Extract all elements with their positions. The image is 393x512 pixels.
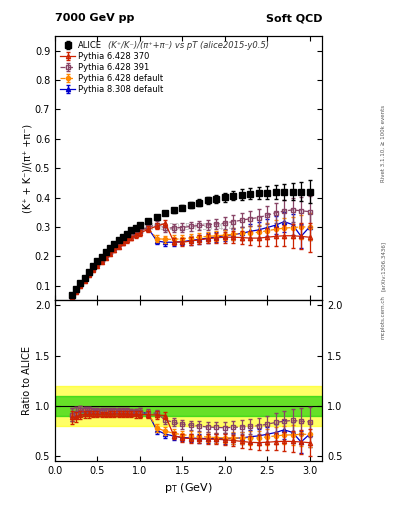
X-axis label: $\mathregular{p_T}$ (GeV): $\mathregular{p_T}$ (GeV) [164, 481, 213, 495]
Text: [arXiv:1306.3436]: [arXiv:1306.3436] [381, 241, 386, 291]
Text: mcplots.cern.ch: mcplots.cern.ch [381, 295, 386, 339]
Text: ALICE_2015_I1357424: ALICE_2015_I1357424 [142, 222, 235, 231]
Y-axis label: Ratio to ALICE: Ratio to ALICE [22, 346, 32, 415]
Text: (K⁺/K⁻)/(π⁺+π⁻) vs pT (alice2015-y0.5): (K⁺/K⁻)/(π⁺+π⁻) vs pT (alice2015-y0.5) [108, 41, 269, 50]
Bar [55, 396, 322, 416]
Text: Rivet 3.1.10, ≥ 100k events: Rivet 3.1.10, ≥ 100k events [381, 105, 386, 182]
Bar [55, 386, 322, 425]
Legend: ALICE, Pythia 6.428 370, Pythia 6.428 391, Pythia 6.428 default, Pythia 8.308 de: ALICE, Pythia 6.428 370, Pythia 6.428 39… [58, 39, 165, 96]
Text: Soft QCD: Soft QCD [266, 13, 322, 23]
Text: 7000 GeV pp: 7000 GeV pp [55, 13, 134, 23]
Y-axis label: (K⁺ + K⁻)/(π⁺ +π⁻): (K⁺ + K⁻)/(π⁺ +π⁻) [22, 123, 32, 212]
